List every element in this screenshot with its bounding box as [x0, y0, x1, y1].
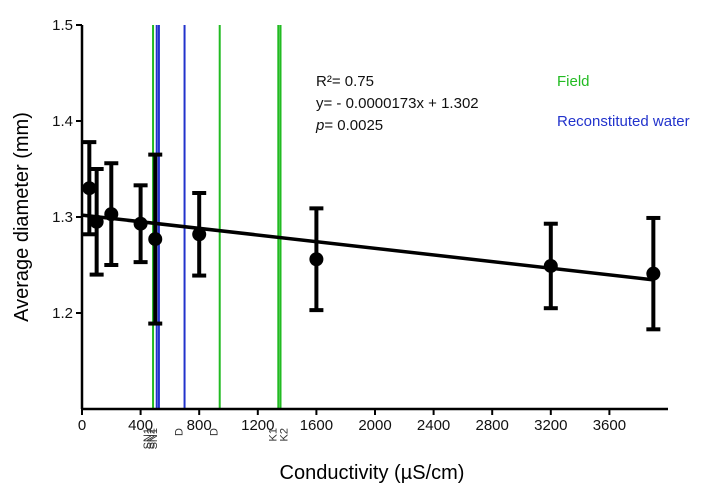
stats-r2: R²= 0.75 [316, 73, 374, 90]
vertical-line-label-5-0: K1 [267, 428, 279, 441]
x-tick-label-9: 3600 [593, 417, 626, 434]
data-point-3 [133, 216, 148, 231]
legend: Field Reconstituted water [557, 73, 690, 130]
data-point-4 [148, 232, 163, 247]
vertical-line-label-1-0: SN2 [146, 428, 158, 449]
legend-field: Field [557, 73, 590, 90]
data-point-1 [89, 214, 104, 229]
x-tick-label-0: 0 [78, 417, 86, 434]
data-point-8 [646, 266, 661, 281]
data-point-2 [104, 207, 119, 222]
y-tick-label-0: 1.2 [52, 305, 73, 322]
x-tick-label-1: 400 [128, 417, 153, 434]
x-tick-label-3: 1200 [241, 417, 274, 434]
stats-equation: y= - 0.0000173x + 1.302 [316, 95, 479, 112]
x-tick-label-2: 800 [187, 417, 212, 434]
vertical-line-label-3-0: D [174, 428, 186, 436]
vertical-lines-layer [152, 25, 282, 409]
regression-line [81, 213, 654, 282]
stats-annotation: R²= 0.75 y= - 0.0000173x + 1.302 p= 0.00… [315, 73, 479, 134]
data-point-0 [82, 181, 97, 196]
data-point-5 [192, 227, 207, 242]
x-tick-label-7: 2800 [476, 417, 509, 434]
x-axis-title: Conductivity (µS/cm) [280, 462, 465, 484]
y-ticks-layer: 1.2 1.3 1.4 1.5 [52, 17, 82, 322]
regression-layer [81, 213, 654, 282]
x-tick-label-8: 3200 [534, 417, 567, 434]
y-tick-label-2: 1.4 [52, 113, 73, 130]
vertical-line-label-5-1: K2 [278, 428, 290, 441]
x-tick-label-6: 2400 [417, 417, 450, 434]
y-tick-label-1: 1.3 [52, 209, 73, 226]
vertical-line-label-0-0: SN1 [142, 428, 154, 449]
vertical-line-label-4-0: D [209, 428, 221, 436]
y-tick-label-3: 1.5 [52, 17, 73, 34]
x-tick-label-5: 2000 [358, 417, 391, 434]
vertical-line-label-2-0: SN1 [148, 428, 160, 449]
y-axis-title: Average diameter (mm) [11, 112, 33, 322]
points-layer [82, 140, 661, 332]
stats-p-value: p= 0.0025 [315, 117, 383, 134]
legend-reconstituted-water: Reconstituted water [557, 113, 690, 130]
x-tick-label-4: 1600 [300, 417, 333, 434]
stats-p-rest: = 0.0025 [324, 117, 383, 134]
data-point-7 [543, 258, 558, 273]
x-ticks-layer: 0 400 800 1200 1600 2000 2400 2800 3200 3600 [78, 409, 626, 434]
data-point-6 [309, 252, 324, 267]
stats-p-symbol: p [315, 117, 324, 134]
